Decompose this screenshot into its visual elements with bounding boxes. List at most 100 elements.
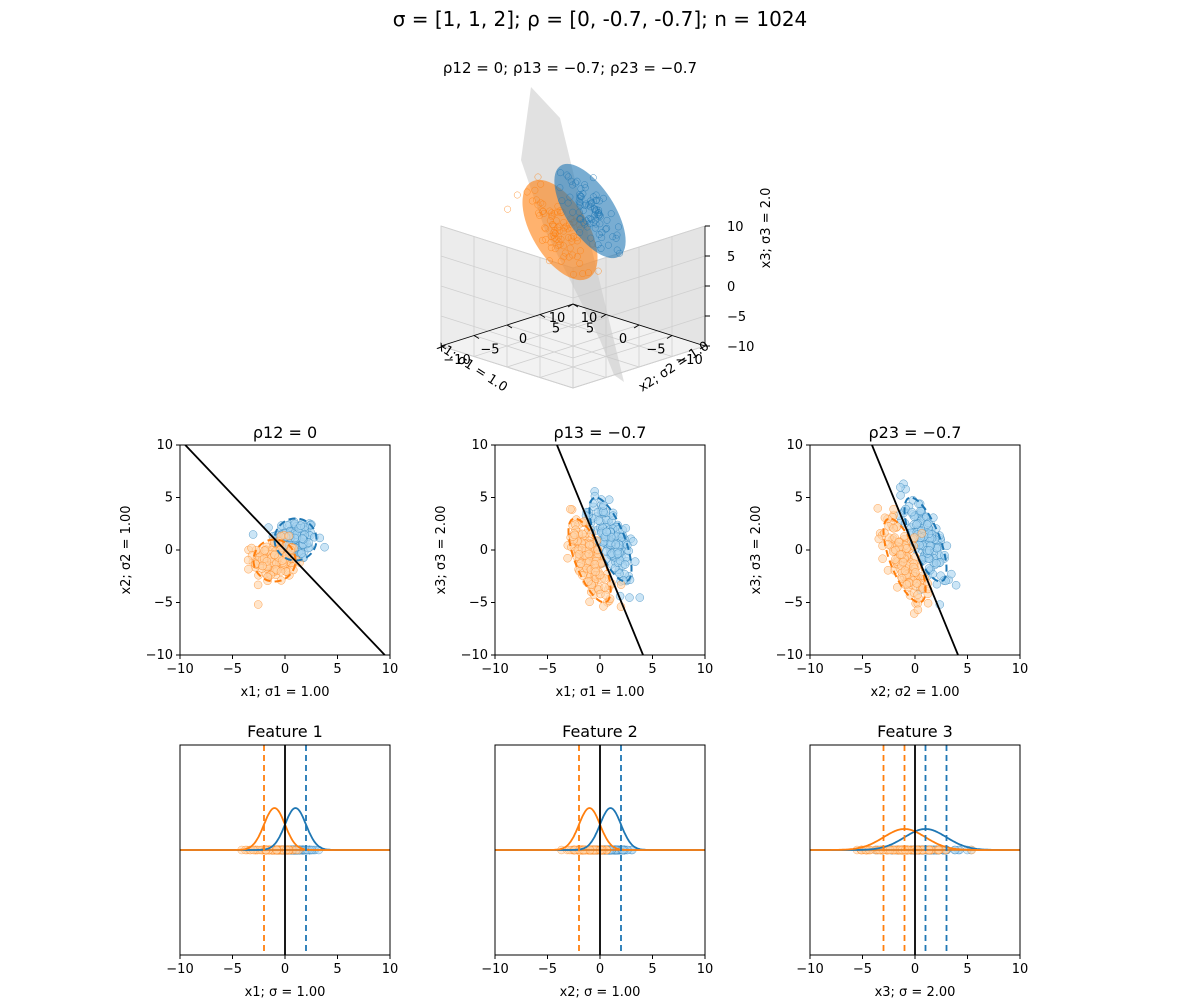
- grid-line-z: [440, 255, 706, 299]
- cloud-class-a-point: [582, 200, 590, 208]
- z-tick-label: −5: [727, 310, 746, 325]
- x-tick-label: −5: [223, 962, 242, 977]
- cloud-class-a-point: [604, 241, 612, 249]
- y-tick-label: −10: [443, 353, 470, 368]
- x-tick-label: −5: [223, 662, 242, 677]
- panel-scatter-x2-x3-title: ρ23 = −0.7: [869, 423, 962, 442]
- scatter-point-class-a: [602, 527, 611, 537]
- x-tick: [633, 324, 640, 329]
- grid-line-y: [539, 236, 673, 358]
- z-tick-label: 5: [727, 250, 735, 265]
- y-tick-label: −10: [146, 648, 173, 663]
- cloud-class-a-point: [577, 192, 585, 200]
- scatter-point-class-b: [874, 534, 884, 544]
- decision-boundary: [871, 445, 959, 655]
- ellipse-class-b: [882, 517, 927, 604]
- scatter-point-class-a: [298, 534, 307, 543]
- scatter-point-class-a: [248, 530, 258, 539]
- plot-area: [180, 745, 390, 955]
- panel-scatter-x2-x3-xlabel: x2; σ2 = 1.00: [870, 685, 959, 700]
- scatter-point-class-a: [320, 542, 329, 552]
- cloud-class-a-point: [564, 199, 572, 207]
- x-tick: [600, 314, 607, 318]
- panel-scatter-x1-x3: ρ13 = −0.7 x1; σ1 = 1.00 x3; σ3 = 2.00 −…: [434, 423, 713, 700]
- x-tick-label: 5: [648, 962, 656, 977]
- y-tick: [506, 324, 513, 329]
- cloud-class-a-point: [607, 210, 615, 218]
- cloud-class-b-point: [560, 218, 568, 226]
- grid-line-y: [506, 247, 640, 368]
- scatter-point-class-b: [284, 531, 294, 541]
- x-tick-label: 5: [586, 322, 594, 337]
- cloud-class-a-point: [589, 193, 597, 201]
- x-tick-label: −10: [675, 353, 702, 368]
- cloud-class-b-point: [559, 242, 567, 250]
- panel-3d-zlabel: x3; σ3 = 2.0: [759, 188, 774, 269]
- cloud-class-a-point: [592, 197, 600, 205]
- cloud-class-b-point: [540, 209, 548, 217]
- cloud-class-b-point: [542, 225, 550, 233]
- ellipse-class-a: [903, 496, 948, 583]
- cloud-class-b-point: [573, 253, 581, 261]
- scatter-point-class-b: [591, 567, 600, 577]
- scatter-point-class-b: [599, 602, 608, 611]
- scatter-point-class-b: [258, 561, 267, 571]
- scatter-point-class-b: [584, 549, 594, 559]
- decision-boundary: [556, 445, 644, 655]
- cloud-class-a-point: [612, 234, 620, 242]
- x-tick-label: 10: [549, 311, 566, 326]
- cloud-class-b-point: [565, 234, 572, 241]
- cloud-class-a-point: [576, 200, 584, 208]
- cloud-class-b-point: [546, 217, 554, 225]
- cloud-class-b-point: [547, 244, 555, 252]
- scatter-point-class-a: [296, 521, 305, 530]
- y-tick-label: 10: [581, 311, 598, 326]
- cloud-class-a-point: [603, 224, 611, 232]
- scatter-point-class-b: [912, 579, 921, 588]
- x-tick-label: 0: [911, 962, 919, 977]
- cloud-class-b-point: [570, 232, 577, 240]
- scatter-point-class-b: [276, 531, 286, 541]
- cloud-class-b-point: [569, 251, 576, 259]
- scatter-point-class-b: [278, 556, 287, 565]
- cloud-class-a-point: [592, 216, 600, 224]
- scatter-point-class-b: [878, 554, 887, 563]
- cloud-class-b-point: [562, 222, 570, 230]
- x-tick: [567, 303, 574, 308]
- cloud-class-a-point: [603, 216, 611, 224]
- grid-line-y: [440, 268, 574, 389]
- x-tick-label: 0: [281, 662, 289, 677]
- y-tick-label: 0: [165, 543, 173, 558]
- panel-feature-2-title: Feature 2: [562, 722, 638, 741]
- cloud-class-b-point: [584, 269, 592, 277]
- y-tick-label: −5: [469, 596, 488, 611]
- panel-3d: ρ12 = 0; ρ13 = −0.7; ρ23 = −0.7 −10 −10 −1…: [434, 59, 774, 395]
- grid-line-y: [473, 257, 607, 379]
- cloud-class-a-point: [581, 181, 589, 189]
- panel-feature-1: Feature 1 x1; σ = 1.00 −10 −5 0 5 10: [166, 722, 398, 1000]
- cloud-class-a-point: [598, 234, 606, 242]
- cloud-class-a-point: [602, 225, 610, 233]
- scatter-point-class-b: [253, 580, 263, 590]
- cloud-class-b-point: [547, 238, 555, 246]
- scatter-point-class-b: [923, 598, 933, 608]
- x-tick-label: −10: [166, 662, 193, 677]
- scatter-point-class-a: [630, 557, 640, 566]
- scatter-point-class-b: [576, 559, 586, 568]
- ellipse-class-a: [588, 496, 633, 583]
- cloud-class-b-point: [560, 253, 568, 261]
- cloud-class-b-point: [538, 236, 546, 244]
- cloud-class-a-point: [592, 191, 600, 199]
- cloud-class-b-point: [542, 235, 550, 243]
- scatter-point-class-b: [243, 555, 253, 565]
- z-tick-label: 10: [727, 220, 744, 235]
- cloud-class-a-point: [597, 245, 605, 252]
- y-tick-label: 5: [480, 491, 488, 506]
- panel-feature-3: Feature 3 x3; σ = 2.00 −10 −5 0 5 10: [796, 722, 1028, 1000]
- cloud-class-b-point: [560, 224, 568, 232]
- x-tick-label: 0: [596, 662, 604, 677]
- y-tick-label: −5: [154, 596, 173, 611]
- scatter-point-class-a: [932, 559, 941, 568]
- x-tick-label: −5: [853, 662, 872, 677]
- cloud-class-b-point: [570, 270, 577, 278]
